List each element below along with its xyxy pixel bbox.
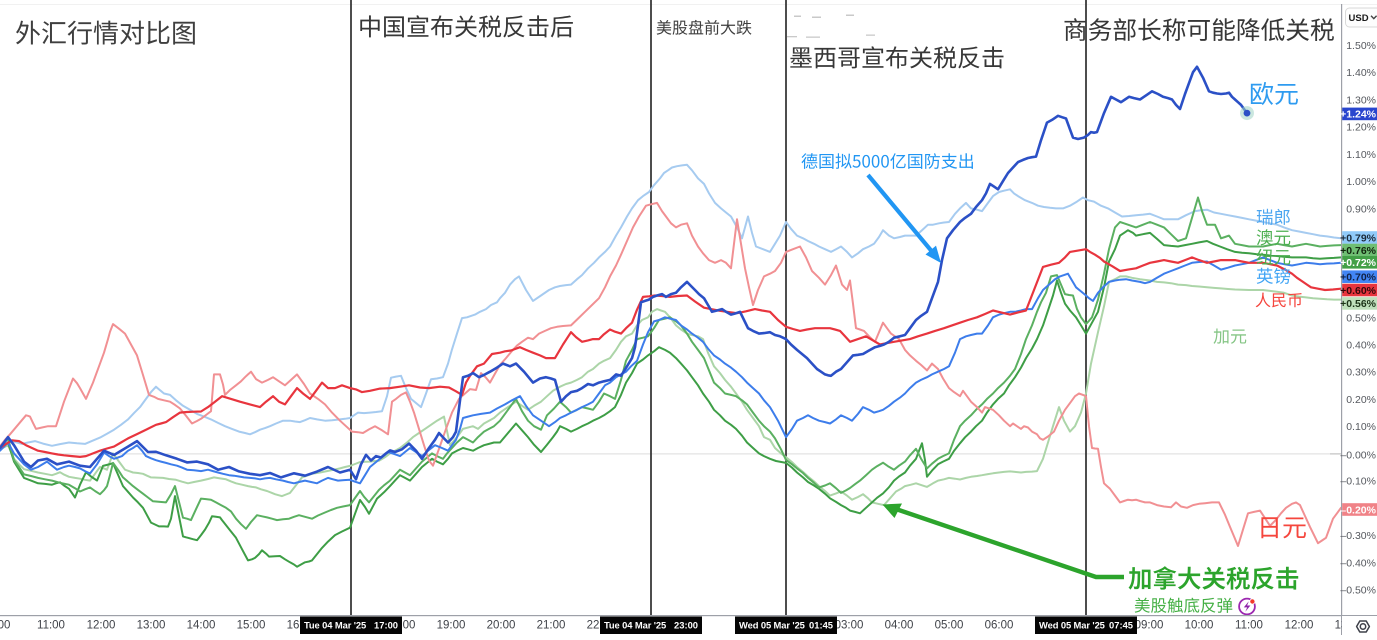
svg-text:–0.50%: –0.50% <box>1340 585 1376 597</box>
svg-text:+0.70%: +0.70% <box>1340 272 1377 284</box>
svg-text:11:00: 11:00 <box>37 620 65 632</box>
svg-text:USD: USD <box>1349 13 1369 24</box>
svg-text:12:00: 12:00 <box>1285 620 1314 632</box>
svg-text:01:45: 01:45 <box>809 620 833 631</box>
svg-text:0.50%: 0.50% <box>1346 312 1376 324</box>
svg-text:13:00: 13:00 <box>137 620 166 632</box>
svg-text:1.30%: 1.30% <box>1346 95 1376 107</box>
svg-text:1.20%: 1.20% <box>1346 122 1376 134</box>
svg-text:21:00: 21:00 <box>537 620 566 632</box>
svg-text:19:00: 19:00 <box>437 620 466 632</box>
svg-text:0.10%: 0.10% <box>1346 421 1376 433</box>
svg-text:12:00: 12:00 <box>87 620 116 632</box>
svg-text:23:00: 23:00 <box>674 620 698 631</box>
svg-text:1.00%: 1.00% <box>1346 176 1376 188</box>
svg-text:0.40%: 0.40% <box>1346 340 1376 352</box>
svg-text:11:00: 11:00 <box>1235 620 1263 632</box>
svg-text:1.40%: 1.40% <box>1346 67 1376 79</box>
svg-text:Wed 05 Mar '25: Wed 05 Mar '25 <box>739 620 805 631</box>
svg-text:17:00: 17:00 <box>374 620 398 631</box>
svg-text:0.30%: 0.30% <box>1346 367 1376 379</box>
svg-text:03:00: 03:00 <box>835 620 864 632</box>
svg-text:20:00: 20:00 <box>487 620 516 632</box>
svg-text:09:00: 09:00 <box>1135 620 1164 632</box>
svg-text:1.10%: 1.10% <box>1346 149 1376 161</box>
svg-text:Tue 04 Mar '25: Tue 04 Mar '25 <box>604 620 666 631</box>
svg-text:–0.20%: –0.20% <box>1340 504 1376 516</box>
svg-text:–0.40%: –0.40% <box>1340 557 1376 569</box>
svg-text:+1.24%: +1.24% <box>1340 109 1377 121</box>
svg-text:+0.60%: +0.60% <box>1340 285 1377 297</box>
svg-text:0.90%: 0.90% <box>1346 203 1376 215</box>
svg-text:1.50%: 1.50% <box>1346 40 1376 52</box>
svg-text:–0.00%: –0.00% <box>1340 449 1376 461</box>
svg-text:–0.30%: –0.30% <box>1340 530 1376 542</box>
svg-text:04:00: 04:00 <box>885 620 914 632</box>
svg-text:+0.79%: +0.79% <box>1340 232 1377 244</box>
svg-text:10:00: 10:00 <box>1185 620 1214 632</box>
svg-text:Wed 05 Mar '25: Wed 05 Mar '25 <box>1039 620 1105 631</box>
svg-text:06:00: 06:00 <box>985 620 1014 632</box>
svg-text:+0.56%: +0.56% <box>1340 298 1377 310</box>
svg-text:–0.10%: –0.10% <box>1340 476 1376 488</box>
svg-text:10:00: 10:00 <box>0 620 10 632</box>
svg-text:0.20%: 0.20% <box>1346 394 1376 406</box>
svg-text:Tue 04 Mar '25: Tue 04 Mar '25 <box>304 620 366 631</box>
svg-text:07:45: 07:45 <box>1109 620 1133 631</box>
svg-text:15:00: 15:00 <box>237 620 266 632</box>
svg-text:+0.76%: +0.76% <box>1340 245 1377 257</box>
svg-text:14:00: 14:00 <box>187 620 216 632</box>
svg-text:+0.72%: +0.72% <box>1340 257 1377 269</box>
svg-text:05:00: 05:00 <box>935 620 964 632</box>
